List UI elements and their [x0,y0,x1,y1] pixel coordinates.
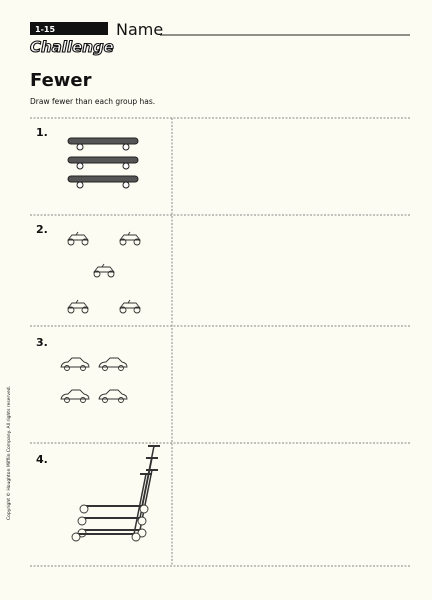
lesson-bar [30,22,108,35]
copyright: Copyright © Houghton Mifflin Company. Al… [5,386,12,520]
title: Fewer [30,70,92,91]
lesson-number: 1-15 [35,25,55,34]
problem-number: 4. [36,453,48,466]
instruction: Draw fewer than each group has. [30,97,155,106]
problem-number: 2. [36,223,48,236]
grid [30,117,410,567]
name-label: Name [116,20,163,39]
section-label: Challenge [30,38,114,56]
problem-number: 3. [36,336,48,349]
problem-number: 1. [36,126,48,139]
